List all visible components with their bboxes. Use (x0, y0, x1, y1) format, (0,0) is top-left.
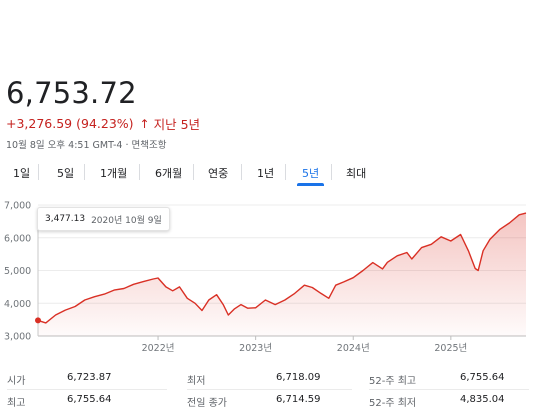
x-tick-label: 2022년 (142, 343, 175, 354)
price-series-line (37, 212, 527, 324)
stats-row: 시가 6,723.87 최저 6,718.09 52-주 최고 6,755.64 (0, 368, 557, 388)
timestamp-disclaimer: 10월 8일 오후 4:51 GMT-4 · 면책조항 (6, 140, 167, 151)
y-tick-label: 7,000 (4, 201, 31, 212)
stat-label-prev-close: 전일 종가 (187, 398, 227, 409)
change-row: +3,276.59 (94.23%) ↑ 지난 5년 (6, 114, 200, 133)
tab-separator (84, 164, 85, 180)
price-value: 6,753.72 (6, 76, 137, 110)
stat-value-prev-close: 6,714.59 (276, 394, 321, 405)
tooltip-value: 3,477.13 (45, 214, 86, 224)
tab-separator (331, 164, 332, 180)
y-tick-label: 5,000 (4, 266, 31, 277)
y-tick-label: 3,000 (4, 332, 31, 343)
tab-separator (139, 164, 140, 180)
tab-max[interactable]: 최대 (346, 167, 367, 180)
hover-tooltip: 3,477.13 2020년 10월 9일 (37, 207, 170, 231)
stats-divider (7, 389, 167, 390)
stat-value-low: 6,718.09 (276, 372, 321, 383)
price-area-fill (38, 213, 526, 336)
x-tick-label: 2024년 (337, 343, 370, 354)
tooltip-date: 2020년 10월 9일 (91, 215, 162, 226)
price-chart[interactable]: 7,000 6,000 5,000 4,000 3,000 2022년 2023년 2024… (0, 195, 557, 360)
stat-value-52w-high: 6,755.64 (460, 372, 505, 383)
stats-divider (187, 389, 352, 390)
tab-5y[interactable]: 5년 (302, 167, 320, 180)
arrow-up-icon: ↑ (139, 116, 150, 131)
stats-divider (369, 389, 529, 390)
tab-5d[interactable]: 5일 (57, 167, 75, 180)
stat-label-52w-high: 52-주 최고 (369, 376, 417, 387)
tab-separator (38, 164, 39, 180)
tab-separator (193, 164, 194, 180)
stat-label-high: 최고 (7, 398, 26, 409)
change-value: +3,276.59 (94.23%) (6, 116, 134, 131)
stat-value-open: 6,723.87 (67, 372, 112, 383)
y-axis-labels: 7,000 6,000 5,000 4,000 3,000 (4, 201, 31, 343)
tab-1m[interactable]: 1개월 (100, 167, 128, 180)
x-axis-labels: 2022년 2023년 2024년 2025년 (142, 336, 467, 354)
stat-label-52w-low: 52-주 최저 (369, 398, 417, 409)
tab-separator (241, 164, 242, 180)
stat-value-high: 6,755.64 (67, 394, 112, 405)
active-tab-indicator (297, 183, 324, 186)
tab-separator (285, 164, 286, 180)
change-period: 지난 5년 (153, 117, 201, 132)
stat-label-open: 시가 (7, 376, 26, 387)
y-tick-label: 4,000 (4, 299, 31, 310)
x-tick-label: 2025년 (434, 343, 467, 354)
tab-6m[interactable]: 6개월 (155, 167, 183, 180)
tab-1y[interactable]: 1년 (257, 167, 275, 180)
stat-value-52w-low: 4,835.04 (460, 394, 505, 405)
tab-1d[interactable]: 1일 (13, 167, 31, 180)
stats-row: 최고 6,755.64 전일 종가 6,714.59 52-주 최저 4,835… (0, 390, 557, 410)
range-tabs: 1일 5일 1개월 6개월 연중 1년 5년 최대 (0, 159, 557, 189)
tab-ytd[interactable]: 연중 (208, 167, 229, 180)
y-tick-label: 6,000 (4, 233, 31, 244)
hover-point (35, 317, 41, 324)
stat-label-low: 최저 (187, 376, 206, 387)
x-tick-label: 2023년 (239, 343, 272, 354)
